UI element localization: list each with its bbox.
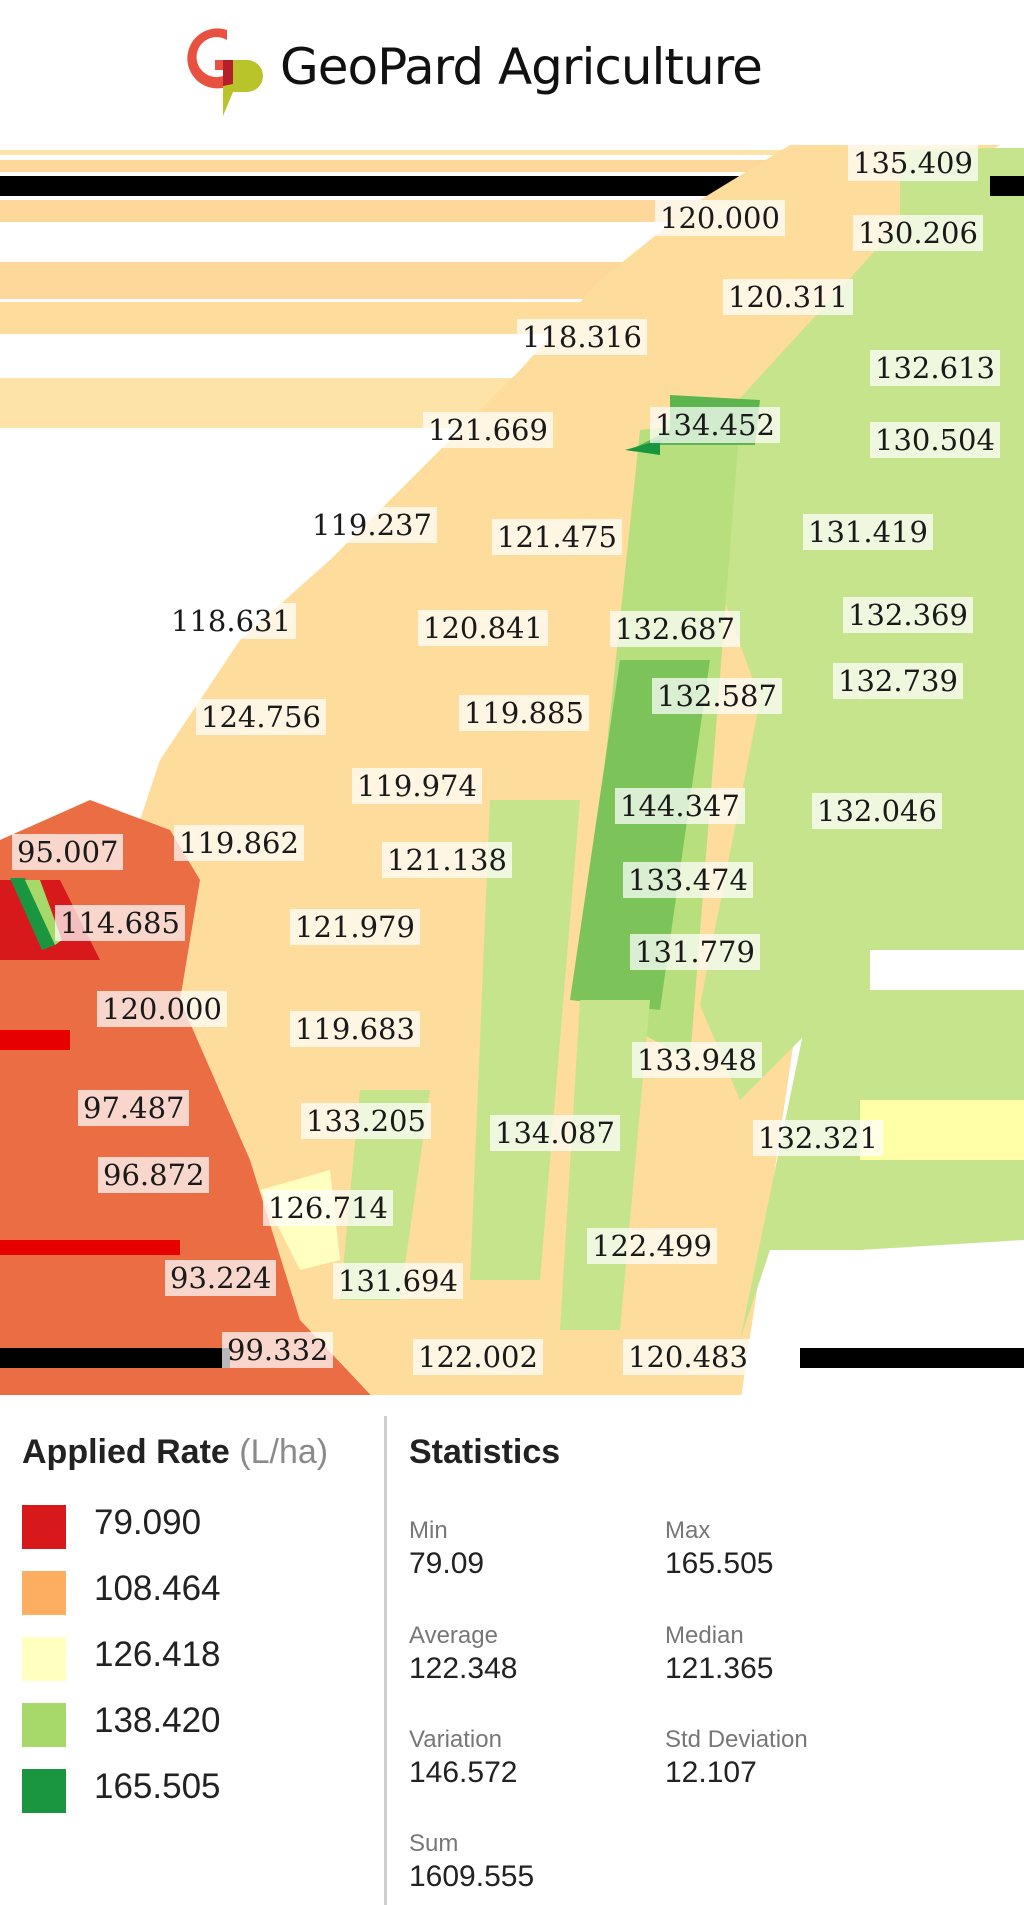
map-value-label: 120.311 [723,279,853,315]
map-value-label: 130.504 [870,422,1000,458]
map-value-label: 133.474 [623,862,753,898]
map-value-label: 121.669 [423,412,553,448]
map-value-label: 119.237 [307,507,437,543]
statistics-title: Statistics [409,1433,561,1471]
legend-value: 108.464 [94,1569,221,1608]
legend-value: 126.418 [94,1635,221,1674]
map-value-label: 131.694 [333,1263,463,1299]
map-value-label: 118.316 [517,319,647,355]
map-value-label: 132.739 [833,663,963,699]
stat-sum: Sum 1609.555 [409,1830,535,1893]
map-value-label: 122.499 [587,1228,717,1264]
stat-variation: Variation 146.572 [409,1726,518,1789]
map-value-label: 132.613 [870,350,1000,386]
legend-item: 138.420 [22,1701,362,1747]
prescription-map[interactable]: 135.409 120.000 130.206 120.311 118.316 132.6… [0,145,1024,1405]
legend-swatch-red [22,1505,66,1549]
map-value-label: 126.714 [263,1190,393,1226]
legend-unit: (L/ha) [239,1433,329,1471]
legend-item: 108.464 [22,1569,362,1615]
legend-swatch-yellow [22,1637,66,1681]
map-value-label: 95.007 [12,834,124,870]
map-value-label: 133.205 [301,1103,431,1139]
legend-value: 138.420 [94,1701,221,1740]
map-value-label: 133.948 [632,1042,762,1078]
map-value-label: 132.587 [652,678,782,714]
map-value-label: 121.138 [382,842,512,878]
map-value-label: 120.841 [418,610,548,646]
stat-max: Max 165.505 [665,1517,774,1580]
brand-name: GeoPard Agriculture [280,38,763,96]
map-value-label: 119.862 [174,825,304,861]
stat-average: Average 122.348 [409,1622,518,1685]
map-value-label: 120.483 [623,1339,753,1375]
header: GeoPard Agriculture [0,0,1024,145]
map-value-label: 132.687 [610,611,740,647]
map-value-label: 144.347 [615,788,745,824]
map-zones [0,145,1024,1405]
legend-item: 79.090 [22,1503,362,1549]
map-value-label: 134.087 [490,1115,620,1151]
statistics-panel: Statistics Min 79.09 Max 165.505 Average… [387,1405,1024,1905]
legend-item: 126.418 [22,1635,362,1681]
legend-item: 165.505 [22,1767,362,1813]
map-value-label: 119.683 [290,1011,420,1047]
map-value-label: 134.452 [650,407,780,443]
map-value-label: 132.369 [843,597,973,633]
map-value-label: 120.000 [97,991,227,1027]
map-value-label: 120.000 [655,200,785,236]
map-value-label: 99.332 [222,1332,334,1368]
legend-swatch-light-green [22,1703,66,1747]
map-value-label: 119.974 [352,768,482,804]
map-value-label: 121.979 [290,909,420,945]
map-value-label: 131.419 [803,514,933,550]
map-value-label: 132.321 [753,1120,883,1156]
map-value-label: 135.409 [848,145,978,181]
panel-divider [384,1416,387,1905]
map-value-label: 97.487 [78,1090,190,1126]
map-value-label: 93.224 [165,1260,277,1296]
legend-value: 165.505 [94,1767,221,1806]
legend-swatch-dark-green [22,1769,66,1813]
map-value-label: 96.872 [98,1157,210,1193]
map-value-label: 119.885 [459,695,589,731]
stat-min: Min 79.09 [409,1517,485,1580]
map-value-label: 132.046 [812,793,942,829]
map-value-label: 122.002 [413,1339,543,1375]
legend-title: Applied Rate (L/ha) [22,1433,329,1471]
geopard-logo-icon [187,28,263,116]
map-value-label: 130.206 [853,215,983,251]
map-value-label: 131.779 [630,934,760,970]
stat-std-deviation: Std Deviation 12.107 [665,1726,808,1789]
map-value-label: 121.475 [492,519,622,555]
legend-swatch-orange [22,1571,66,1615]
legend-value: 79.090 [94,1503,202,1542]
map-value-label: 114.685 [55,905,185,941]
stat-median: Median 121.365 [665,1622,774,1685]
legend-panel: Applied Rate (L/ha) 79.090 108.464 126.4… [0,1405,385,1905]
map-value-label: 124.756 [196,699,326,735]
map-value-label: 118.631 [166,603,296,639]
